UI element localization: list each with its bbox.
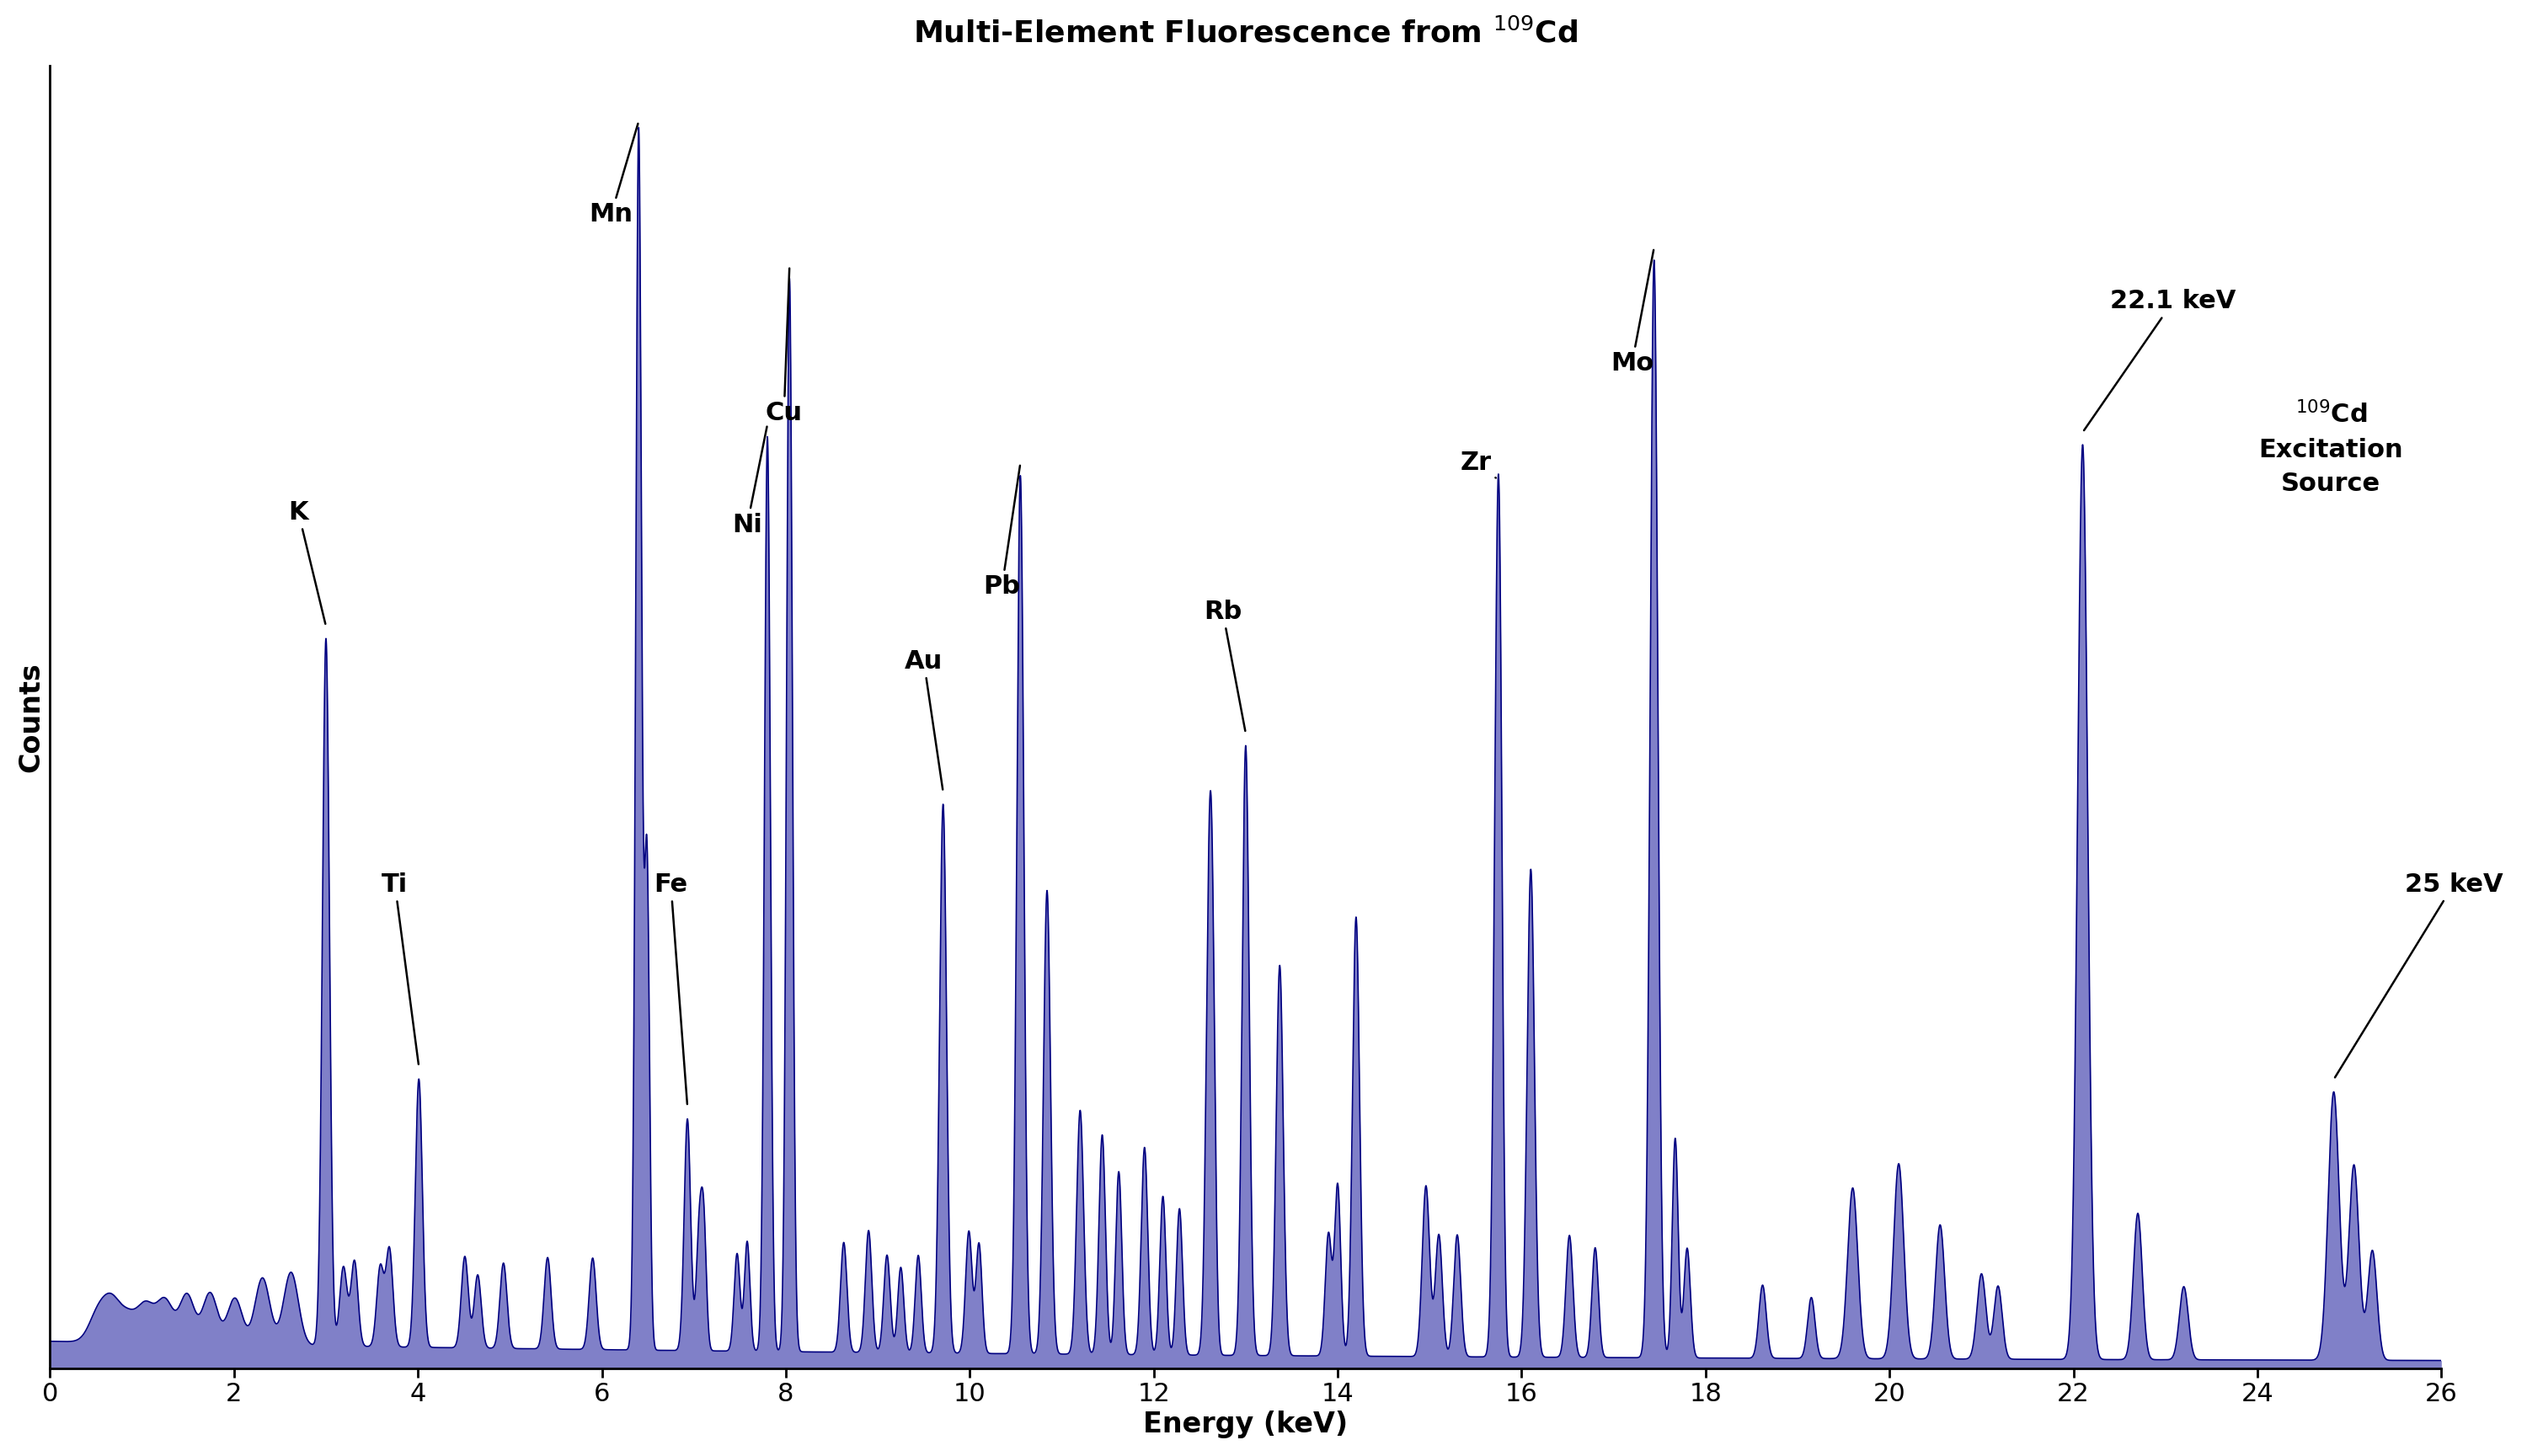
Text: $^{109}$Cd
Excitation
Source: $^{109}$Cd Excitation Source <box>2259 400 2403 496</box>
Text: Mn: Mn <box>589 124 637 227</box>
X-axis label: Energy (keV): Energy (keV) <box>1142 1411 1347 1439</box>
Text: Cu: Cu <box>766 268 804 425</box>
Title: Multi-Element Fluorescence from $^{109}$Cd: Multi-Element Fluorescence from $^{109}$… <box>912 17 1577 48</box>
Text: Fe: Fe <box>654 872 687 1104</box>
Text: Ti: Ti <box>382 872 419 1064</box>
Text: Rb: Rb <box>1203 600 1246 731</box>
Text: 25 keV: 25 keV <box>2335 872 2502 1077</box>
Text: 22.1 keV: 22.1 keV <box>2085 290 2236 431</box>
Text: Au: Au <box>905 649 943 789</box>
Y-axis label: Counts: Counts <box>18 662 45 772</box>
Text: K: K <box>288 499 326 623</box>
Text: Ni: Ni <box>733 427 768 537</box>
Text: Pb: Pb <box>983 466 1021 598</box>
Text: Mo: Mo <box>1610 250 1653 376</box>
Text: Zr: Zr <box>1461 450 1496 478</box>
